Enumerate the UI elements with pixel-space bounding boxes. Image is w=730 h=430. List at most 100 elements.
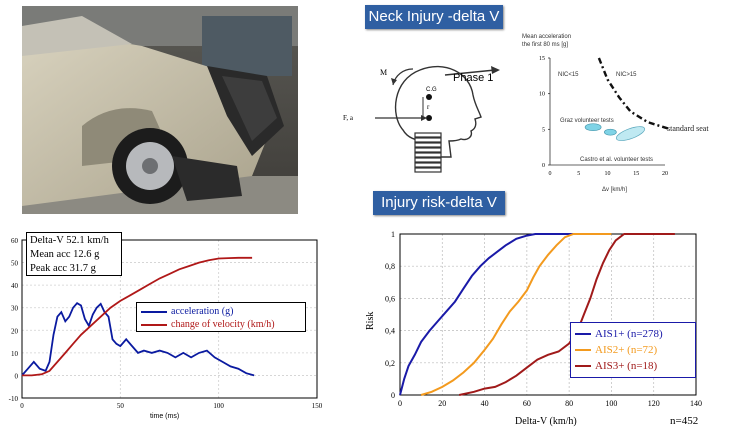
label-cg: C.G	[426, 87, 437, 93]
legend-swatch-ais2	[575, 349, 591, 351]
risk-series-line	[458, 233, 675, 396]
info-mean-acc: Mean acc 12.6 g	[30, 249, 100, 260]
pulse-series-line	[21, 302, 255, 377]
risk-ytick-label: 1	[391, 230, 395, 239]
pulse-ytick-label: 0	[15, 372, 19, 380]
phase-arrow	[444, 69, 496, 76]
nic-ytick-label: 5	[542, 127, 545, 133]
risk-xtick-label: 40	[481, 399, 489, 408]
moment-arrowhead	[391, 78, 397, 85]
neck-injury-banner: Neck Injury -delta V	[365, 5, 503, 29]
info-delta-v: Delta-V 52.1 km/h	[30, 235, 109, 246]
graz-label: Graz volunteer tests	[560, 118, 614, 124]
pulse-xlabel: time (ms)	[150, 413, 179, 420]
legend-label-ais3: AIS3+ (n=18)	[595, 360, 658, 372]
legend-ais1: AIS1+ (n=278)	[575, 326, 691, 342]
phase-label: Phase 1	[453, 72, 493, 84]
nic-axes: 0 5 10 15 0 5 10 15 20	[539, 56, 668, 177]
pulse-ytick-label: 10	[11, 350, 19, 358]
nic-xtick-label: 10	[605, 171, 611, 177]
nic-xlabel: Δv [km/h]	[602, 187, 627, 193]
legend-velocity: change of velocity (km/h)	[141, 318, 301, 331]
nic-regions	[584, 123, 646, 141]
pulse-legend: acceleration (g) change of velocity (km/…	[136, 302, 306, 332]
legend-acceleration: acceleration (g)	[141, 305, 301, 318]
risk-xtick-label: 60	[523, 399, 531, 408]
legend-ais2: AIS2+ (n=72)	[575, 342, 691, 358]
nic-xtick-label: 0	[549, 171, 552, 177]
nic-ytick-label: 15	[539, 56, 545, 62]
castro-label: Castro et al. volunteer tests	[580, 157, 653, 163]
risk-xtick-label: 80	[565, 399, 573, 408]
neck-diagram: M C.G r F, a Phase 1	[343, 65, 500, 173]
legend-ais3: AIS3+ (n=18)	[575, 358, 691, 374]
legend-swatch-acceleration	[141, 310, 167, 313]
standard-seat-label: standard seat	[667, 124, 709, 133]
nic-threshold	[597, 57, 672, 131]
label-r: r	[427, 103, 430, 111]
risk-series-line	[420, 233, 612, 396]
risk-xlabel: Delta-V (km/h)	[515, 416, 577, 427]
risk-xtick-label: 100	[605, 399, 617, 408]
nic-high-label: NIC>15	[616, 72, 637, 78]
risk-ytick-label: 0,8	[385, 262, 395, 271]
label-m: M	[380, 68, 387, 77]
pulse-ytick-label: 60	[11, 237, 19, 245]
pulse-series-line	[22, 256, 253, 377]
risk-ytick-label: 0,4	[385, 327, 395, 336]
risk-ytick-label: 0,6	[385, 294, 395, 303]
legend-label-acceleration: acceleration (g)	[171, 306, 234, 317]
pulse-ytick-label: 50	[11, 260, 19, 268]
legend-swatch-velocity	[141, 323, 167, 326]
risk-xtick-label: 140	[690, 399, 702, 408]
pulse-xtick-label: 150	[312, 402, 323, 410]
pulse-xtick-label: 0	[20, 402, 24, 410]
pulse-xtick-label: 100	[213, 402, 224, 410]
pulse-ytick-label: 20	[11, 327, 19, 335]
pulse-ytick-label: 40	[11, 282, 19, 290]
legend-swatch-ais3	[575, 365, 591, 367]
cg-point	[426, 94, 432, 100]
nic-chart: Mean acceleration the first 80 ms [g] 0 5…	[522, 34, 709, 193]
graz-region	[584, 123, 602, 132]
info-peak-acc: Peak acc 31.7 g	[30, 263, 96, 274]
nic-xtick-label: 15	[633, 171, 639, 177]
pivot-point	[426, 115, 432, 121]
risk-ytick-label: 0	[391, 391, 395, 400]
pulse-info-box: Delta-V 52.1 km/h Mean acc 12.6 g Peak a…	[26, 232, 122, 276]
risk-ytick-label: 0,2	[385, 359, 395, 368]
legend-label-velocity: change of velocity (km/h)	[171, 319, 275, 330]
risk-series-line	[399, 233, 591, 396]
nic-ytick-label: 10	[539, 92, 545, 98]
risk-chart: 0 0,2 0,4 0,6 0,8 1 0 20 40 60 80 100 120 140 Risk De…	[365, 230, 702, 427]
legend-label-ais2: AIS2+ (n=72)	[595, 344, 658, 356]
pulse-lines	[21, 256, 255, 377]
car-photo-illustration	[22, 6, 298, 214]
phase-arrowhead	[491, 66, 500, 74]
risk-n-total: n=452	[670, 415, 698, 427]
castro-region	[615, 126, 646, 141]
risk-xtick-label: 20	[438, 399, 446, 408]
graz-region-2	[604, 128, 617, 136]
pulse-xtick-label: 50	[117, 402, 125, 410]
injury-risk-banner: Injury risk-delta V	[373, 191, 505, 215]
risk-ticks: 0 0,2 0,4 0,6 0,8 1 0 20 40 60 80 100 120 140	[385, 230, 702, 408]
risk-ylabel: Risk	[365, 312, 376, 330]
nic-ylabel-line1: Mean acceleration	[522, 34, 571, 40]
risk-legend: AIS1+ (n=278) AIS2+ (n=72) AIS3+ (n=18)	[570, 322, 696, 378]
neck-spring	[414, 132, 442, 173]
nic-xtick-label: 5	[577, 171, 580, 177]
risk-lines	[399, 233, 675, 396]
nic-ylabel-line2: the first 80 ms [g]	[522, 42, 568, 48]
force-arrowhead	[421, 115, 427, 121]
nic-ytick-label: 0	[542, 163, 545, 169]
pulse-ytick-label: 30	[11, 305, 19, 313]
pulse-ytick-label: -10	[9, 395, 19, 403]
legend-swatch-ais1	[575, 333, 591, 335]
legend-label-ais1: AIS1+ (n=278)	[595, 328, 663, 340]
nic-xtick-label: 20	[662, 171, 668, 177]
car-photo	[22, 6, 298, 214]
pulse-frame	[21, 239, 318, 399]
